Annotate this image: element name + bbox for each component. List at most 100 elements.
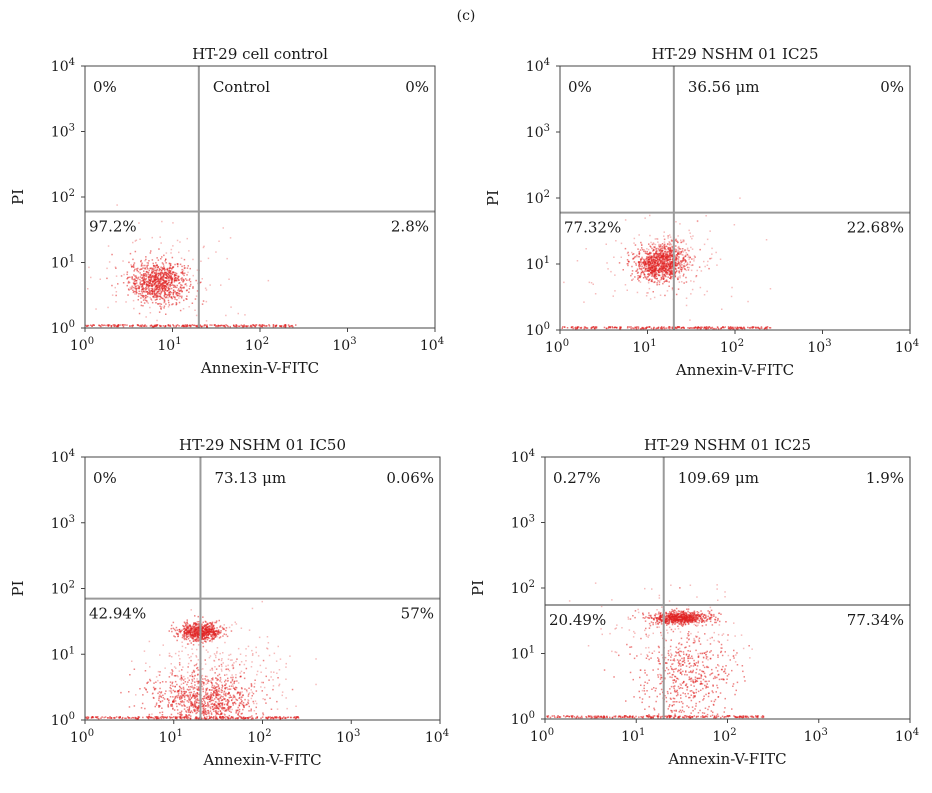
event-dot	[159, 303, 161, 305]
event-dot	[132, 242, 134, 244]
event-dot	[170, 252, 172, 254]
event-dot	[169, 296, 171, 298]
event-dot	[165, 260, 167, 262]
event-dot	[230, 717, 232, 719]
event-dot	[183, 676, 185, 678]
event-dot	[135, 283, 137, 285]
y-tick-label: 102	[51, 188, 75, 206]
event-dot	[197, 689, 199, 691]
event-dot	[264, 699, 266, 701]
event-dot	[268, 280, 270, 282]
event-dot	[170, 278, 172, 280]
event-dot	[217, 711, 219, 713]
event-dot	[653, 276, 655, 278]
event-dot	[627, 253, 629, 255]
event-dot	[192, 653, 194, 655]
event-dot	[246, 668, 248, 670]
event-dot	[141, 707, 143, 709]
event-dot	[171, 249, 173, 251]
event-dot	[181, 258, 183, 260]
event-dot	[662, 263, 664, 265]
event-dot	[685, 260, 687, 262]
event-dot	[190, 712, 192, 714]
event-dot	[251, 650, 253, 652]
event-dot	[120, 692, 122, 694]
event-dot	[739, 327, 741, 329]
event-dot	[220, 702, 222, 704]
event-dot	[222, 652, 224, 654]
event-dot	[165, 287, 167, 289]
event-dot	[176, 706, 178, 708]
event-dot	[174, 264, 176, 266]
event-dot	[654, 277, 656, 279]
event-dot	[240, 716, 242, 718]
x-tick-label: 104	[895, 338, 919, 356]
event-dot	[241, 671, 243, 673]
event-dot	[172, 708, 174, 710]
event-dot	[218, 708, 220, 710]
event-dot	[123, 282, 125, 284]
event-dot	[221, 682, 223, 684]
event-dot	[215, 687, 217, 689]
event-dot	[172, 278, 174, 280]
event-dot	[667, 235, 669, 237]
event-dot	[193, 710, 195, 712]
event-dot	[111, 285, 113, 287]
event-dot	[574, 327, 576, 329]
event-dot	[129, 282, 131, 284]
event-dot	[107, 717, 109, 719]
event-dot	[184, 705, 186, 707]
event-dot	[591, 282, 593, 284]
event-dot	[185, 681, 187, 683]
event-dot	[238, 712, 240, 714]
event-dot	[177, 713, 179, 715]
event-dot	[680, 262, 682, 264]
event-dot	[153, 265, 155, 267]
event-dot	[177, 240, 179, 242]
event-dot	[739, 197, 741, 199]
event-dot	[695, 327, 697, 329]
event-dot	[243, 672, 245, 674]
event-dot	[235, 689, 237, 691]
event-dot	[655, 244, 657, 246]
event-dot	[660, 252, 662, 254]
event-dot	[239, 664, 241, 666]
event-dot	[176, 299, 178, 301]
event-dot	[650, 298, 652, 300]
event-dot	[192, 627, 194, 629]
event-dot	[644, 267, 646, 269]
event-dot	[686, 298, 688, 300]
event-dot	[167, 269, 169, 271]
event-dot	[181, 289, 183, 291]
event-dot	[155, 682, 157, 684]
event-dot	[140, 297, 142, 299]
event-dot	[668, 248, 670, 250]
event-dot	[670, 258, 672, 260]
event-dot	[157, 284, 159, 286]
event-dot	[667, 237, 669, 239]
event-dot	[664, 253, 666, 255]
event-dot	[652, 270, 654, 272]
event-dot	[203, 683, 205, 685]
event-dot	[146, 347, 148, 349]
event-dot	[107, 307, 109, 309]
event-dot	[131, 286, 133, 288]
event-dot	[145, 268, 147, 270]
event-dot	[266, 676, 268, 678]
event-dot	[163, 644, 165, 646]
event-dot	[188, 711, 190, 713]
event-dot	[669, 273, 671, 275]
event-dot	[645, 277, 647, 279]
event-dot	[146, 276, 148, 278]
event-dot	[213, 721, 215, 723]
event-dot	[152, 693, 154, 695]
event-dot	[260, 326, 262, 328]
event-dot	[244, 688, 246, 690]
event-dot	[161, 291, 163, 293]
event-dot	[185, 647, 187, 649]
event-dot	[157, 680, 159, 682]
event-dot	[202, 625, 204, 627]
event-dot	[668, 286, 670, 288]
event-dot	[220, 625, 222, 627]
event-dot	[241, 687, 243, 689]
